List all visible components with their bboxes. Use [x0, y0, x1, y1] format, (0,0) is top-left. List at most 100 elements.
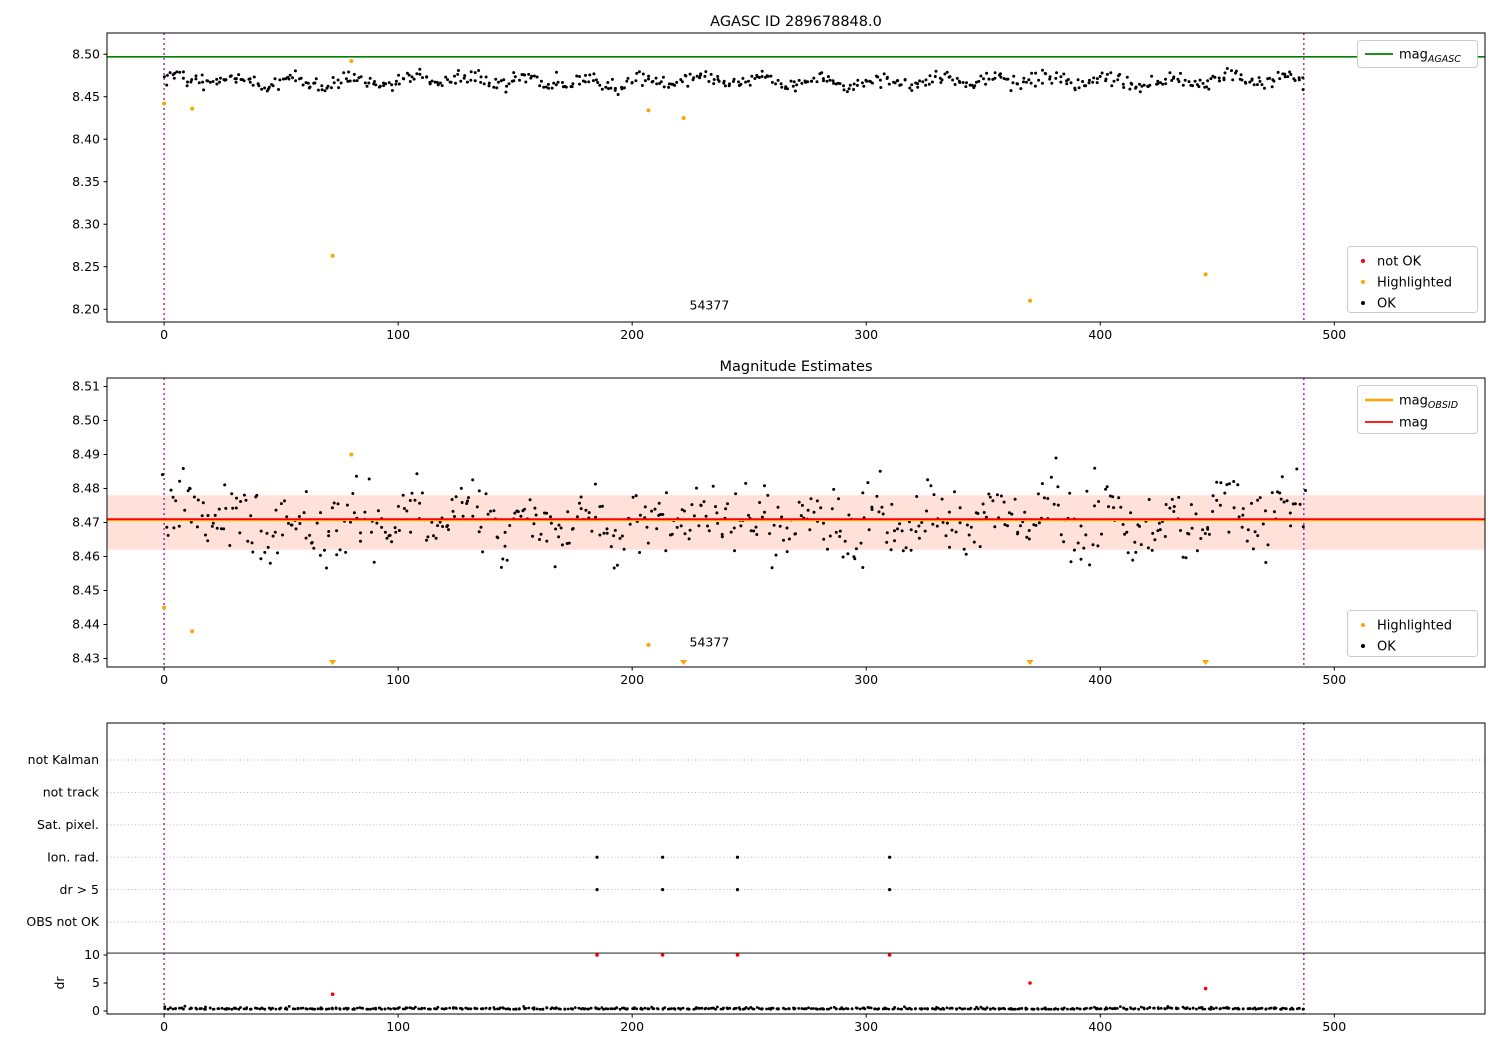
ok-point: [325, 566, 328, 570]
ok-point: [903, 78, 907, 81]
ok-point: [1022, 76, 1026, 80]
ok-point: [1248, 80, 1252, 84]
ok-point: [1293, 502, 1297, 506]
ok-point: [320, 84, 324, 88]
ok-point: [616, 93, 620, 96]
dr-ok-point: [752, 1007, 756, 1011]
ok-point: [680, 80, 684, 84]
ok-point: [263, 86, 267, 90]
ok-point: [1095, 77, 1099, 81]
dr-ok-point: [1072, 1007, 1076, 1011]
ok-point: [1087, 81, 1091, 85]
ok-point: [717, 79, 721, 83]
ok-point: [161, 473, 164, 477]
ok-point: [1100, 532, 1103, 536]
ok-point: [1293, 79, 1297, 82]
ok-point: [1301, 76, 1305, 80]
ok-point: [172, 76, 176, 80]
ok-point: [667, 85, 671, 89]
ok-point: [1040, 81, 1044, 85]
ok-point: [335, 529, 339, 533]
dr-ok-point: [744, 1006, 748, 1009]
ok-point: [697, 524, 701, 528]
ok-point: [760, 69, 764, 73]
ok-point: [776, 505, 780, 509]
ok-point: [1108, 494, 1112, 498]
ok-point: [882, 72, 886, 76]
ok-point: [215, 526, 219, 530]
ok-point: [1034, 71, 1038, 75]
dr-ok-point: [1013, 1007, 1017, 1011]
ok-point: [433, 80, 437, 84]
ok-point: [1150, 74, 1154, 78]
ok-point: [467, 496, 470, 500]
ok-point: [1100, 71, 1104, 75]
ok-point: [432, 534, 435, 538]
dr-ok-point: [217, 1007, 221, 1010]
ok-point: [982, 77, 985, 81]
ok-point: [528, 498, 532, 502]
ok-point: [1065, 82, 1069, 86]
dr-ok-point: [245, 1006, 249, 1010]
ok-point: [917, 536, 921, 540]
ok-point: [382, 84, 386, 88]
ok-point: [726, 502, 729, 506]
ok-point: [1147, 498, 1151, 501]
dr-ok-point: [1056, 1007, 1060, 1011]
dr-ok-point: [1156, 1006, 1160, 1010]
flag-point: [660, 855, 665, 859]
dr-ok-point: [1036, 1007, 1039, 1010]
ok-point: [970, 83, 974, 87]
dr-axis-label: dr: [52, 976, 67, 990]
ok-point: [1301, 525, 1305, 529]
dr-ok-point: [698, 1007, 702, 1010]
dr-ok-point: [606, 1007, 610, 1011]
highlighted-label: Highlighted: [1377, 619, 1452, 634]
ok-point: [1062, 540, 1066, 544]
ok-point: [1052, 502, 1056, 506]
ok-point: [1002, 77, 1006, 81]
ok-point: [479, 80, 483, 84]
dr-ok-point: [225, 1007, 229, 1010]
ok-point: [935, 524, 939, 528]
ok-point: [1240, 525, 1244, 529]
ok-point: [716, 521, 720, 525]
dr-ok-point: [955, 1007, 958, 1011]
ok-point: [394, 79, 398, 83]
dr-ok-point: [939, 1007, 943, 1011]
ok-point: [591, 79, 595, 83]
ok-point: [583, 80, 587, 84]
ok-point: [318, 553, 322, 557]
ok-point: [231, 506, 235, 510]
ok-point: [1156, 529, 1160, 533]
ok-point: [217, 507, 221, 511]
mag-uncertainty-band: [107, 495, 1485, 550]
dr-ok-point: [285, 1007, 289, 1011]
ok-point: [535, 75, 539, 79]
ok-point: [1055, 71, 1059, 75]
dr-ok-point: [1227, 1006, 1231, 1010]
dr-ok-point: [887, 1007, 891, 1011]
dr-ok-point: [393, 1007, 397, 1011]
dr-ok-point: [287, 1005, 291, 1008]
dr-ok-point: [611, 1007, 614, 1011]
ok-point: [349, 520, 352, 524]
y-tick-label: 8.51: [72, 379, 100, 394]
ok-point: [596, 81, 600, 84]
ok-point: [991, 77, 995, 81]
ok-point: [413, 498, 417, 502]
dr-ok-point: [212, 1007, 216, 1011]
ok-point: [1040, 482, 1044, 486]
dr-ok-point: [200, 1007, 203, 1010]
ok-point: [881, 512, 885, 516]
ok-point: [1179, 529, 1182, 532]
dr-ok-point: [563, 1007, 567, 1011]
dr-ok-point: [858, 1007, 862, 1011]
dr-ok-point: [1176, 1007, 1180, 1010]
ok-point: [878, 78, 882, 82]
ok-point: [1244, 81, 1248, 85]
ok-point: [332, 501, 336, 505]
ok-point: [1006, 77, 1010, 81]
ok-point: [753, 77, 757, 80]
plot-agasc-mag: 8.20 8.25 8.30 8.35 8.40 8.45 8.50 54377 0 100 200…: [72, 32, 1486, 342]
